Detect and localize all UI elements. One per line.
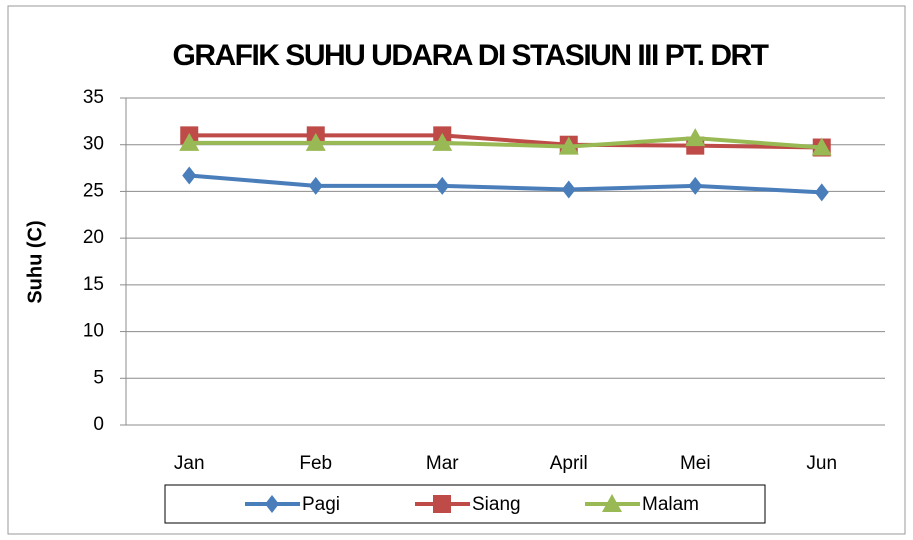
y-tick-label: 20 [83, 227, 104, 248]
marker [179, 132, 200, 151]
y-tick-label: 5 [93, 367, 104, 388]
marker [688, 176, 703, 195]
x-tick-label: Jun [806, 453, 837, 474]
series-line [189, 133, 822, 150]
marker [602, 494, 622, 512]
y-tick-label: 10 [83, 321, 104, 342]
y-tick-label: 0 [93, 414, 104, 435]
series-line [189, 136, 822, 150]
x-tick-label: Mar [426, 453, 459, 474]
chart-frame [7, 5, 906, 535]
series-line [189, 173, 822, 195]
x-tick-label: April [550, 453, 588, 474]
legend-label: Pagi [302, 494, 340, 515]
chart-title: GRAFIK SUHU UDARA DI STASIUN III PT. DRT [172, 39, 768, 72]
marker [305, 132, 326, 151]
marker [814, 183, 829, 202]
marker [811, 137, 832, 156]
y-tick-label: 30 [83, 134, 104, 155]
marker [433, 495, 451, 513]
marker [308, 176, 323, 195]
legend-label: Siang [472, 494, 521, 515]
marker [265, 495, 279, 513]
marker [432, 132, 453, 151]
marker [561, 180, 576, 199]
marker [558, 136, 579, 155]
legend-label: Malam [642, 494, 699, 515]
y-tick-label: 35 [83, 87, 104, 108]
y-tick-label: 15 [83, 274, 104, 295]
x-tick-label: Jan [174, 453, 205, 474]
marker [685, 128, 706, 147]
x-tick-label: Mei [680, 453, 711, 474]
y-axis-label: Suhu (C) [24, 220, 46, 303]
y-tick-label: 25 [83, 180, 104, 201]
marker [182, 166, 197, 185]
marker [435, 176, 450, 195]
x-tick-label: Feb [299, 453, 332, 474]
